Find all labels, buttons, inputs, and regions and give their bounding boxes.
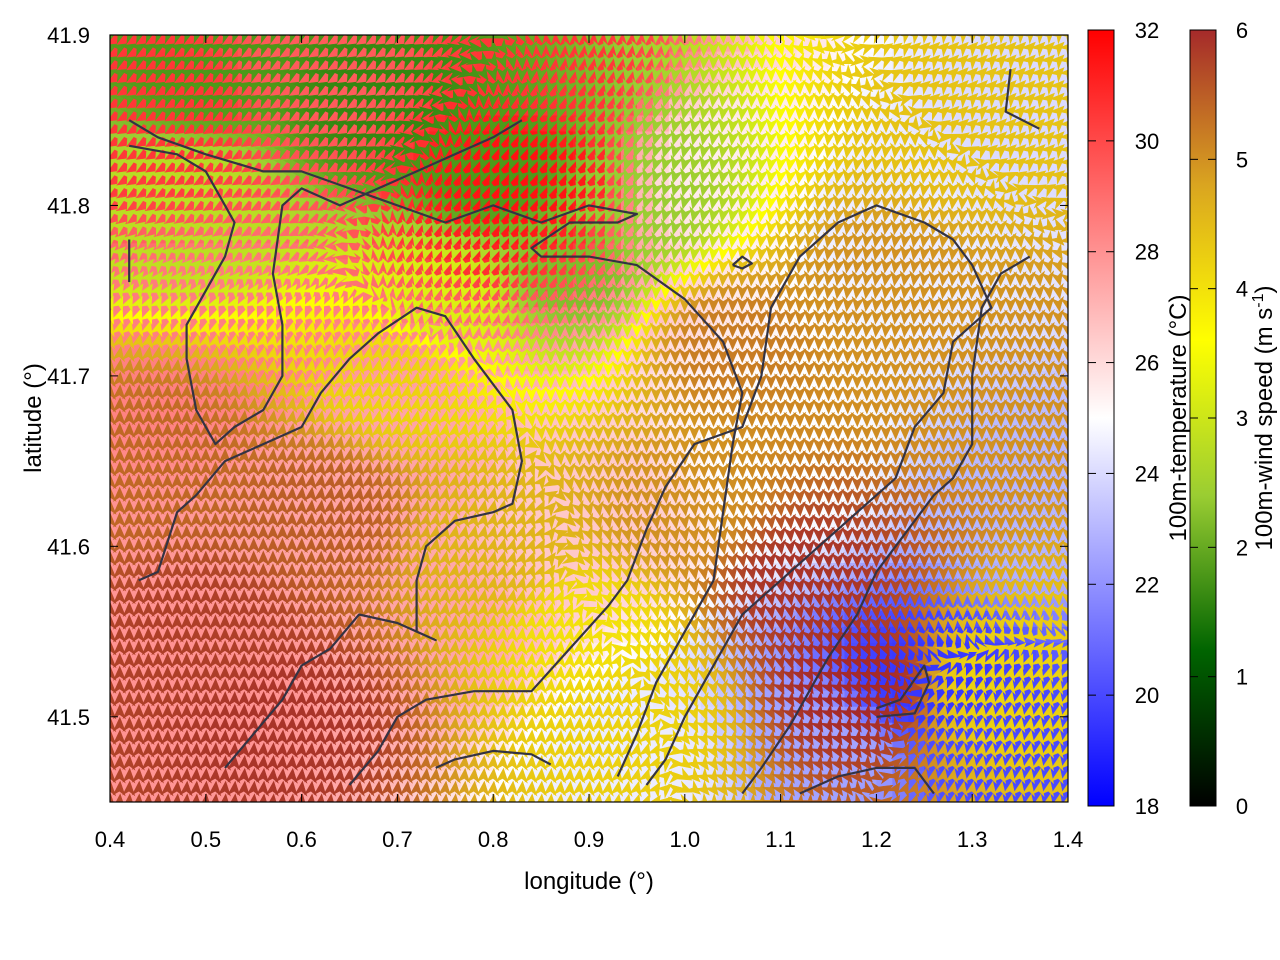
plot-area bbox=[109, 34, 1069, 803]
